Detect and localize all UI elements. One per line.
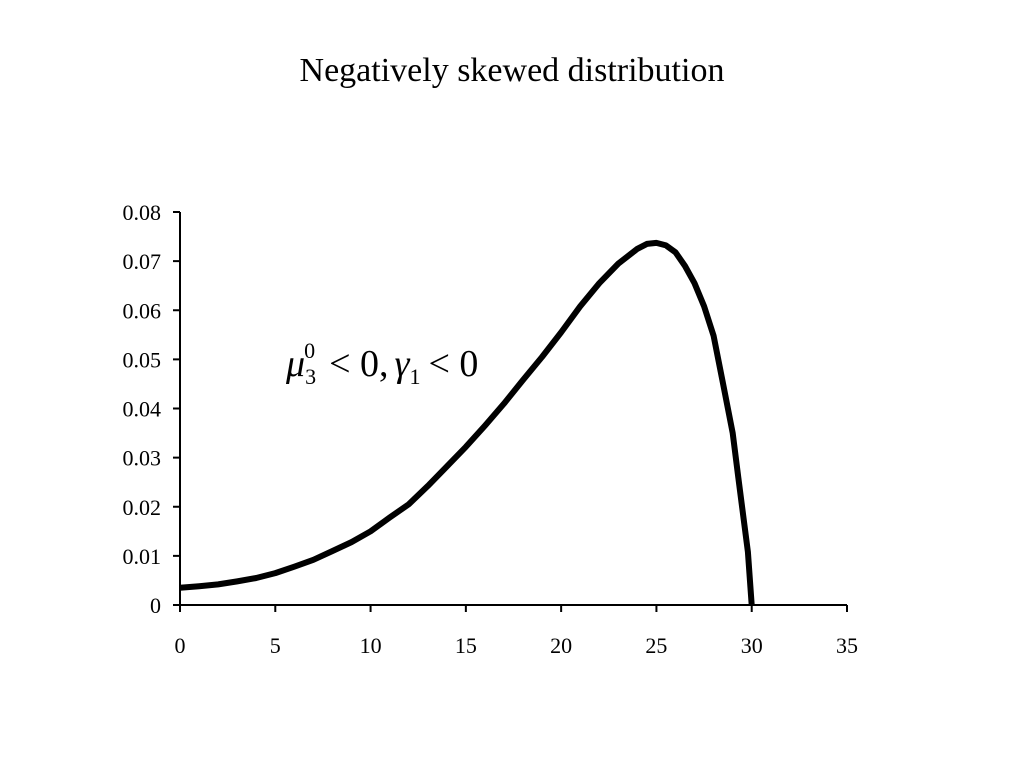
y-tick-label: 0.08 [123,200,162,225]
y-tick-label: 0.05 [123,347,162,372]
y-axis-ticks: 0 0.01 0.02 0.03 0.04 0.05 0.06 0.07 0.08 [123,200,180,618]
annotation-gamma: γ [395,343,411,385]
x-axis-ticks: 0 5 10 15 20 25 30 35 [175,605,858,658]
y-tick-label: 0.07 [123,249,162,274]
annotation-mu-sub: 3 [305,364,316,389]
annotation-mu-sup: 0 [304,338,315,363]
y-tick-label: 0.04 [123,397,162,422]
x-tick-label: 20 [550,633,572,658]
x-tick-label: 5 [270,633,281,658]
chart-title: Negatively skewed distribution [299,52,725,89]
annotation-rel1: < 0, [329,343,388,385]
y-tick-label: 0.06 [123,298,162,323]
series-line [179,239,755,606]
y-tick-label: 0 [150,593,161,618]
annotation-mu: μ [285,343,305,385]
annotation-rel2: < 0 [429,343,479,385]
x-tick-label: 15 [455,633,477,658]
x-tick-label: 30 [741,633,763,658]
annotation-gamma-sub: 1 [410,364,421,389]
x-tick-label: 25 [645,633,667,658]
x-tick-label: 10 [360,633,382,658]
annotation-formula: μ30 < 0, γ1 < 0 [285,338,478,389]
x-tick-label: 35 [836,633,858,658]
x-tick-label: 0 [175,633,186,658]
y-tick-label: 0.03 [123,446,162,471]
y-tick-label: 0.01 [123,544,162,569]
plot-area [179,239,755,606]
y-tick-label: 0.02 [123,495,162,520]
